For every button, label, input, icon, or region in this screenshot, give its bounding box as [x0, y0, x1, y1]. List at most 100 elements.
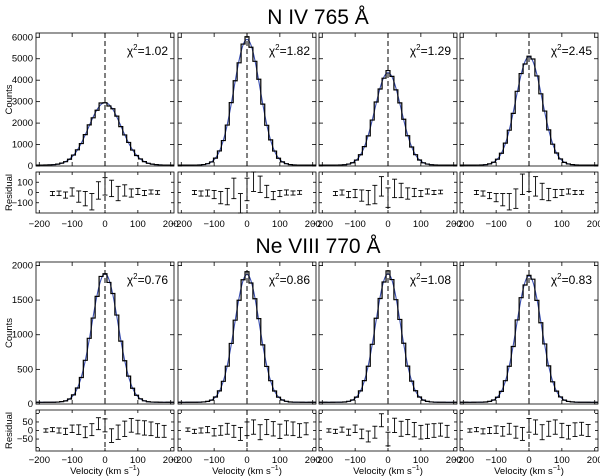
- x-axis-title-exponent: −1: [412, 465, 420, 472]
- residual-errorbar: [205, 189, 211, 197]
- panel-1: χ2=1.02−200 −100 0 100 200010002000300040005…: [12, 32, 179, 230]
- x-tick-label: 200: [305, 219, 321, 230]
- residual-errorbar: [506, 422, 512, 435]
- residual-errorbar: [270, 421, 276, 437]
- residual-errorbar: [480, 190, 486, 197]
- x-tick-label: 100: [130, 455, 146, 466]
- residual-errorbar: [128, 188, 134, 198]
- residual-errorbar: [467, 428, 473, 433]
- counts-axis-label: Counts: [4, 318, 15, 348]
- residual-errorbar: [546, 420, 552, 437]
- chi-exponent: 2: [557, 272, 562, 281]
- chi-square-label: χ2=2.45: [551, 43, 592, 58]
- residual-errorbar: [579, 421, 585, 436]
- residual-errorbar: [257, 424, 263, 441]
- x-axis-title-exponent: −1: [553, 465, 561, 472]
- residual-errorbar: [270, 191, 276, 201]
- chi-symbol: χ: [551, 44, 558, 58]
- residual-errorbar: [346, 428, 352, 436]
- y-tick-label: 1000: [12, 330, 33, 341]
- residual-errorbar: [405, 419, 411, 436]
- chi-exponent: 2: [133, 43, 138, 52]
- residual-errorbar: [332, 428, 338, 434]
- x-tick-label: −200: [29, 219, 50, 230]
- chart-title: Ne VIII 770 Å: [256, 235, 381, 258]
- residual-errorbar: [69, 187, 75, 197]
- residual-errorbar: [359, 189, 365, 202]
- residual-errorbar: [148, 189, 154, 195]
- residual-errorbar: [565, 188, 571, 195]
- x-axis-title-exponent: −1: [129, 465, 137, 472]
- chi-square-label: χ2=1.29: [410, 43, 451, 58]
- x-tick-label: 200: [446, 455, 462, 466]
- residual-y-tick-label: 50: [22, 417, 33, 428]
- residual-errorbar: [480, 428, 486, 435]
- residual-errorbar: [211, 189, 217, 200]
- residual-errorbar: [378, 176, 384, 197]
- residual-y-tick-label: 100: [17, 177, 33, 188]
- panel-3: χ2=1.08 −200 −100 0 100 200 Velocity (km s−1): [312, 261, 462, 476]
- residual-errorbar: [218, 191, 224, 205]
- residual-errorbar: [297, 190, 303, 195]
- chi-exponent: 2: [557, 43, 562, 52]
- residual-errorbar: [141, 189, 147, 197]
- residual-errorbar: [359, 428, 365, 440]
- x-tick-label: 200: [305, 455, 321, 466]
- residual-errorbar: [572, 422, 578, 437]
- y-tick-label: 1500: [12, 295, 33, 306]
- chi-exponent: 2: [275, 272, 280, 281]
- x-axis-title-close: ): [420, 466, 423, 476]
- y-tick-label: 5000: [12, 54, 33, 65]
- residual-errorbar: [526, 418, 532, 433]
- residual-errorbar: [506, 193, 512, 211]
- residual-errorbar: [365, 430, 371, 443]
- residual-errorbar: [424, 188, 430, 195]
- x-tick-label: 200: [587, 219, 600, 230]
- residual-errorbar: [500, 193, 506, 207]
- residual-errorbar: [533, 176, 539, 197]
- residual-errorbar: [283, 189, 289, 196]
- residual-errorbar: [251, 171, 257, 192]
- residual-axis-label: Residual: [4, 412, 15, 449]
- residual-errorbar: [398, 182, 404, 199]
- residual-errorbar: [102, 177, 108, 196]
- x-tick-label: 0: [244, 455, 249, 466]
- residual-errorbar: [218, 425, 224, 436]
- x-tick-label: 100: [130, 219, 146, 230]
- residual-errorbar: [224, 422, 230, 435]
- residual-errorbar: [539, 182, 545, 201]
- residual-errorbar: [69, 424, 75, 433]
- residual-errorbar: [513, 425, 519, 439]
- residual-errorbar: [135, 187, 141, 196]
- chi-symbol: χ: [269, 273, 276, 287]
- residual-errorbar: [559, 422, 565, 439]
- residual-errorbar: [493, 193, 499, 203]
- x-tick-label: −200: [312, 455, 333, 466]
- residual-errorbar: [102, 418, 108, 433]
- residual-errorbar: [244, 177, 250, 202]
- residual-errorbar: [346, 191, 352, 199]
- residual-errorbar: [565, 424, 571, 440]
- x-tick-label: −100: [344, 219, 365, 230]
- panel-4: χ2=2.45 −200 −100 0 100 200: [453, 32, 600, 230]
- panel-2: χ2=0.86 −200 −100 0 100 200 Velocity (km s−1): [171, 261, 321, 476]
- residual-errorbar: [89, 423, 95, 437]
- residual-errorbar: [76, 190, 82, 203]
- residual-errorbar: [378, 413, 384, 428]
- residual-errorbar: [155, 190, 161, 195]
- x-tick-label: 200: [587, 455, 600, 466]
- x-axis-title-close: ): [137, 466, 140, 476]
- x-axis-title-close: ): [561, 466, 564, 476]
- residual-errorbar: [141, 420, 147, 436]
- residual-errorbar: [487, 426, 493, 435]
- residual-errorbar: [198, 427, 204, 434]
- residual-errorbar: [49, 191, 55, 197]
- x-tick-label: −100: [203, 455, 224, 466]
- x-tick-label: 0: [102, 455, 107, 466]
- residual-errorbar: [231, 424, 237, 438]
- residual-errorbar: [237, 193, 243, 214]
- chi-value: =2.45: [562, 44, 593, 58]
- residual-y-tick-label: −50: [17, 434, 33, 445]
